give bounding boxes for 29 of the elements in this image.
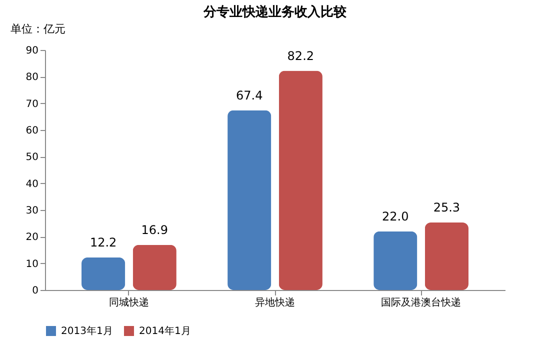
data-label: 25.3	[433, 200, 460, 215]
y-tick-label: 20	[26, 232, 38, 244]
y-tick-label: 70	[26, 98, 38, 110]
data-label: 82.2	[287, 48, 314, 63]
y-tick-label: 30	[26, 206, 38, 216]
y-tick-label: 40	[26, 178, 38, 190]
x-tick-label: 异地快递	[255, 296, 295, 308]
y-tick-label: 90	[26, 46, 38, 56]
y-axis-title: 单位：亿元	[10, 22, 66, 36]
bar	[82, 257, 126, 290]
y-tick-label: 0	[32, 286, 38, 296]
x-tick-label: 同城快递	[108, 296, 149, 308]
bar	[228, 110, 272, 290]
data-label: 16.9	[141, 222, 168, 237]
x-tick-label: 国际及港澳台快递	[381, 296, 462, 308]
chart-title: 分专业快递业务收入比较	[202, 4, 348, 20]
y-tick-label: 60	[26, 126, 38, 136]
data-label: 67.4	[236, 88, 263, 102]
y-tick-label: 50	[26, 152, 38, 164]
data-label: 12.2	[90, 235, 117, 250]
data-label: 22.0	[382, 209, 409, 224]
legend-label: 2013年1月	[61, 325, 113, 337]
bar	[424, 222, 468, 290]
bar	[132, 244, 176, 290]
y-tick-label: 10	[26, 258, 38, 270]
y-tick-label: 80	[26, 72, 38, 84]
bar	[278, 70, 322, 290]
bar	[374, 231, 418, 290]
legend-label: 2014年1月	[139, 325, 191, 337]
